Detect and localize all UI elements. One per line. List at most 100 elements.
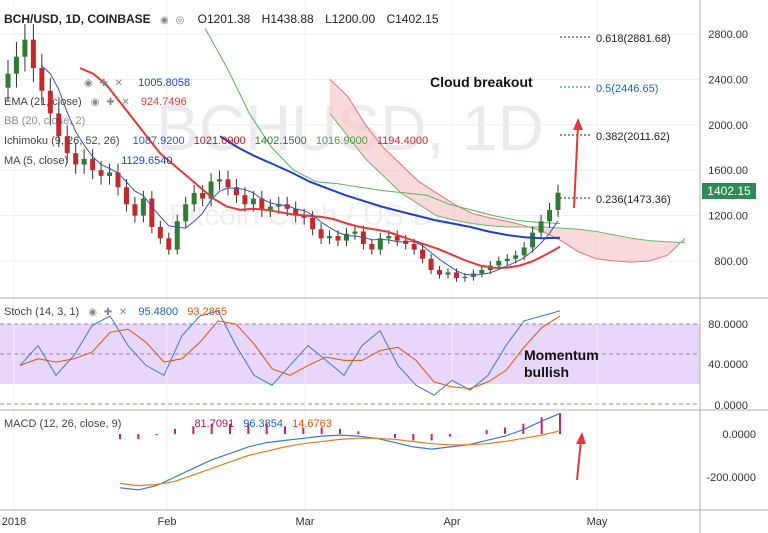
candle-body <box>360 231 366 244</box>
price-tick-label: 2800.00 <box>708 29 748 41</box>
candle-body <box>132 204 138 216</box>
time-tick-label: 2018 <box>2 516 26 528</box>
legend-stoch: Stoch (14, 3, 1) ◉ ✚ ✕ 95.4800 93.2865 <box>4 306 227 318</box>
candle-body <box>140 198 146 216</box>
candle-body <box>217 179 223 182</box>
candle-body <box>538 221 544 233</box>
high-value: H1438.88 <box>261 12 314 26</box>
chart-header: BCH/USD, 1D, COINBASE ◉ ◎ O1201.38 H1438… <box>4 12 447 26</box>
candle-body <box>479 270 485 274</box>
candle-body <box>39 68 45 91</box>
candle-body <box>157 226 163 239</box>
ichimoku-cloud <box>330 79 685 263</box>
macd-tick-label: -200.0000 <box>706 472 756 484</box>
candle-body <box>208 181 214 199</box>
candle-body <box>225 179 231 188</box>
header-icons[interactable]: ◉ ◎ <box>160 15 187 26</box>
price-tick-label: 2400.00 <box>708 74 748 86</box>
stoch-settings-icon[interactable]: ◉ ✚ ✕ <box>88 307 130 318</box>
time-tick-label: Mar <box>296 516 315 528</box>
last-price-tag: 1402.15 <box>702 183 756 199</box>
time-tick-label: May <box>587 516 608 528</box>
candle-body <box>437 270 443 275</box>
macd-line <box>119 412 561 491</box>
candle-body <box>267 206 273 210</box>
symbol-title: BCH/USD, 1D, COINBASE <box>4 12 151 26</box>
time-tick-label: Apr <box>443 516 460 528</box>
candle-body <box>453 272 459 279</box>
fib-label: 0.236(1473.36) <box>596 194 671 206</box>
candle-body <box>250 198 256 205</box>
stoch-k-line <box>19 310 561 396</box>
kijun-line <box>219 135 561 240</box>
ichimoku-span-b <box>329 113 686 244</box>
macd-histogram <box>119 413 561 441</box>
candle-body <box>513 255 519 259</box>
price-tick-label: 1600.00 <box>708 165 748 177</box>
candle-body <box>377 238 383 250</box>
legend-icons[interactable]: ◉ ✚ ✕ <box>84 78 126 89</box>
ma5-line <box>41 65 559 276</box>
up-arrow-macd <box>576 432 586 481</box>
macd-tick-label: 0.0000 <box>722 429 756 441</box>
candle-body <box>174 221 180 250</box>
candle-body <box>22 39 28 57</box>
candle-body <box>496 261 502 266</box>
candle-body <box>183 204 189 222</box>
candle-body <box>98 170 104 176</box>
ema-settings-icon[interactable]: ◉ ✚ ✕ <box>90 97 132 108</box>
ema21-line <box>79 67 561 269</box>
candle-body <box>352 231 358 234</box>
candle-body <box>64 136 70 154</box>
stoch-tick-label: 80.0000 <box>708 319 748 331</box>
candle-body <box>428 258 434 271</box>
stoch-tick-label: 40.0000 <box>708 359 748 371</box>
ichimoku-lagging-span <box>204 28 561 224</box>
candle-body <box>547 209 553 222</box>
candle-body <box>47 90 53 114</box>
price-axis: 2800.00 2400.00 2000.00 1600.00 1200.00 800.0… <box>706 29 756 484</box>
close-value: C1402.15 <box>386 12 439 26</box>
candle-body <box>13 56 19 74</box>
candle-body <box>403 240 409 244</box>
candle-body <box>123 187 129 205</box>
candle-body <box>259 198 265 210</box>
macd-signal-line <box>119 430 561 487</box>
candle-body <box>369 243 375 250</box>
legend-bb: BB (20, close, 2) <box>4 115 86 127</box>
candle-body <box>530 232 536 248</box>
stoch-tick-label: 0.0000 <box>714 400 748 412</box>
candle-body <box>386 236 392 239</box>
candle-body <box>233 187 239 196</box>
candle-body <box>394 236 400 241</box>
candle-body <box>420 249 426 259</box>
fib-label: 0.618(2881.68) <box>596 33 671 45</box>
candle-body <box>242 195 248 205</box>
candle-body <box>445 272 451 275</box>
candle-body <box>521 247 527 256</box>
candle-body <box>276 204 282 207</box>
candle-body <box>107 172 113 176</box>
low-value: L1200.00 <box>325 12 376 26</box>
candle-body <box>504 258 510 261</box>
price-tick-label: 1200.00 <box>708 211 748 223</box>
candle-body <box>343 233 349 241</box>
legend-ma5: MA (5, close) 1129.6540 <box>4 155 173 167</box>
stoch-d-line <box>19 315 561 390</box>
candle-body <box>318 229 324 239</box>
candle-body <box>462 276 468 279</box>
candle-body <box>191 192 197 205</box>
legend-macd: MACD (12, 26, close, 9) 81.7091 96.3854 … <box>4 418 332 430</box>
macd-pane <box>0 412 700 510</box>
legend-ichimoku: Ichimoku (9, 26, 52, 26) 1087.9200 1021.… <box>4 135 429 147</box>
cloud-breakout-annotation: Cloud breakout <box>430 74 533 90</box>
candle-body <box>90 158 96 171</box>
candle-body <box>166 238 172 250</box>
candle-body <box>411 243 417 250</box>
candle-body <box>335 236 341 241</box>
candle-body <box>30 39 36 69</box>
legend-1005: ◉ ✚ ✕ 1005.8058 <box>84 77 191 89</box>
candle-body <box>293 208 299 216</box>
candle-body <box>301 215 307 218</box>
